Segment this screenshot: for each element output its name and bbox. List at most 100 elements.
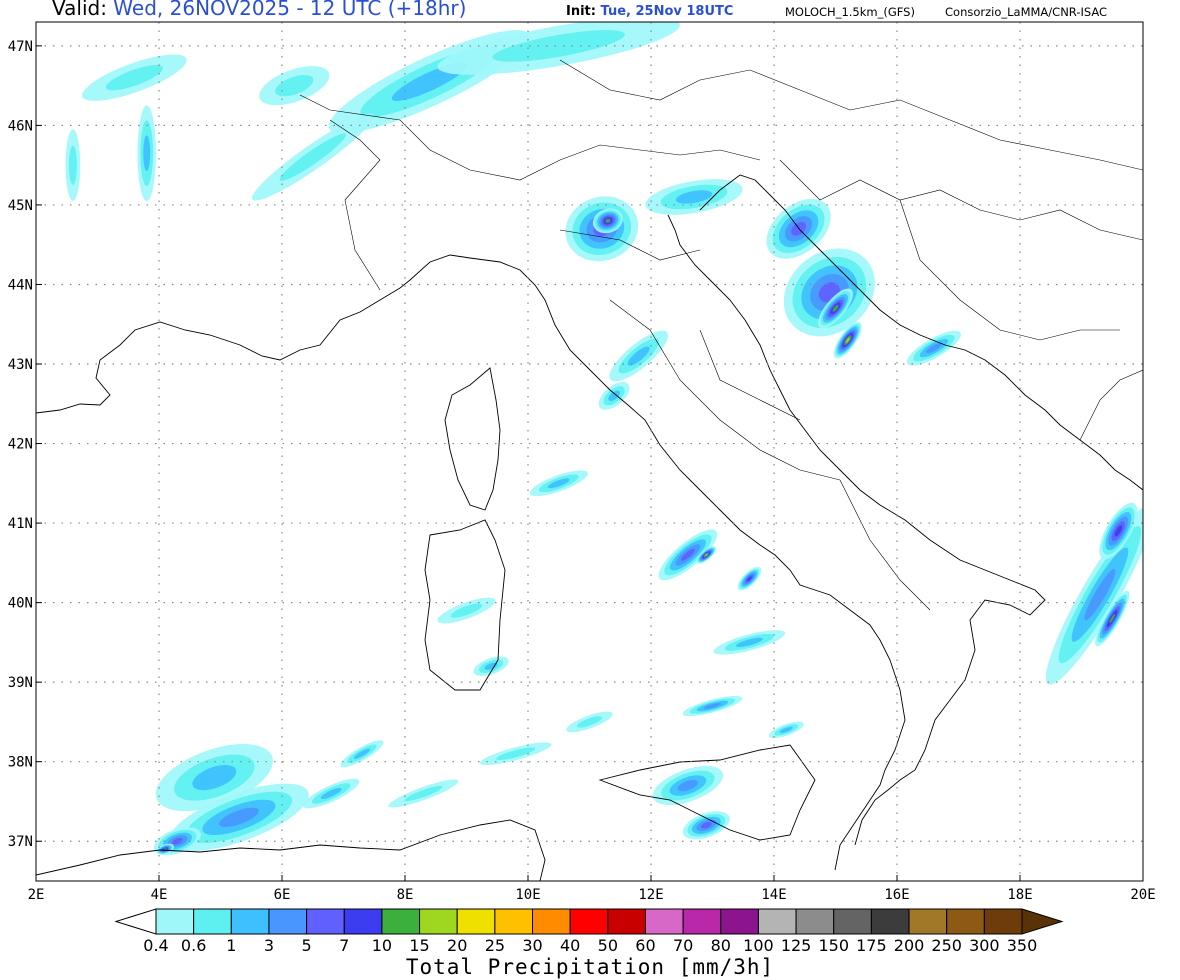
precip-cell-9-level-2 [675,190,713,204]
credit-text: Consorzio_LaMMA/CNR-ISAC [945,5,1108,19]
precip-cell-12-level-6 [832,305,839,312]
precip-cell-31-level-6 [163,848,167,851]
colorbar-label-20: 20 [447,936,467,955]
precip-cell-0-level-1 [105,65,163,91]
precip-cell-36-level-3 [677,779,698,792]
coast-corsica [444,367,501,511]
precip-cell-33-level-2 [353,748,371,759]
map-area [36,22,1143,881]
colorbar-label-70: 70 [673,936,693,955]
precip-cell-3-level-1 [492,30,625,62]
colorbar-label-1: 1 [226,936,236,955]
colorbar-label-15: 15 [409,936,429,955]
tick-label-18E: 18E [1007,887,1032,903]
colorbar-over-arrow [1021,908,1064,935]
tick-label-42N: 42N [8,437,33,453]
init-label: Init: [566,4,596,19]
precip-cell-5-level-1 [68,145,77,185]
colorbar-swatch-8 [456,908,496,935]
precip-cell-2-level-1 [275,74,314,97]
precip-cell-17-level-2 [547,478,570,489]
colorbar-label-50: 50 [598,936,618,955]
colorbar-swatch-13 [644,908,684,935]
colorbar-swatch-19 [870,908,910,935]
grid-lines [36,22,1143,881]
precip-cell-35-level-1 [496,747,536,760]
precip-cell-13-level-7 [845,337,850,343]
precip-cell-23-level-5 [1114,525,1123,537]
colorbar-label-350: 350 [1007,936,1038,955]
tick-label-41N: 41N [8,516,33,532]
title-bar: Valid: Wed, 26NOV2025 - 12 UTC (+18hr) I… [0,0,1180,22]
longitude-ticks: 2E 4E 6E 8E 10E 12E 14E 16E 18E 20E [28,875,1156,903]
colorbar-swatch-15 [720,908,759,935]
colorbar-swatch-12 [607,908,646,935]
colorbar: 0.4 0.6 1 3 5 7 10 15 20 25 30 40 50 60 70 80 100 125 150 1… [114,908,1064,955]
precip-cell-25-level-2 [484,662,498,670]
colorbar-swatch-3 [268,908,308,935]
colorbar-label-3: 3 [264,936,274,955]
precip-cell-4-level-2 [143,135,151,172]
colorbar-label-0.4: 0.4 [143,936,168,955]
coast-sicily [598,744,816,841]
colorbar-label-5: 5 [302,936,312,955]
colorbar-swatch-7 [419,908,458,935]
colorbar-label-0.6: 0.6 [181,936,206,955]
latitude-ticks: 37N 38N 39N 40N 41N 42N 43N 44N 45N 46N 47N [8,39,42,850]
tick-label-37N: 37N [8,834,33,850]
precip-cell-28-level-2 [192,765,237,791]
tick-label-39N: 39N [8,675,33,691]
tick-label-40N: 40N [8,596,33,612]
precip-cell-6-level-1 [279,133,346,181]
colorbar-label-30: 30 [522,936,542,955]
colorbar-swatch-22 [983,908,1023,935]
precipitation-layer [65,22,1143,856]
tick-label-2E: 2E [28,887,45,903]
colorbar-swatch-4 [306,908,345,935]
colorbar-label-7: 7 [339,936,349,955]
colorbar-under-arrow [114,908,157,935]
precip-cell-18-level-4 [681,549,695,561]
colorbar-swatch-9 [494,908,534,935]
colorbar-label-40: 40 [560,936,580,955]
borders-layer [299,59,1143,611]
colorbar-title: Total Precipitation [mm/3h] [406,955,774,979]
precip-cell-32-level-2 [320,787,342,800]
tick-label-6E: 6E [274,887,291,903]
colorbar-swatch-14 [682,908,722,935]
precip-cell-30-level-4 [172,837,183,845]
valid-date: Wed, 26NOV2025 - 12 UTC (+18hr) [113,0,467,20]
colorbar-label-300: 300 [969,936,1000,955]
precip-cell-20-level-5 [747,576,752,582]
precip-cell-22-level-6 [1109,613,1116,624]
tick-label-46N: 46N [8,118,33,134]
tick-label-14E: 14E [761,887,786,903]
colorbar-label-250: 250 [931,936,962,955]
colorbar-label-100: 100 [743,936,774,955]
colorbar-label-80: 80 [711,936,731,955]
colorbar-swatch-1 [193,908,232,935]
colorbar-swatch-0 [155,908,195,935]
colorbar-swatch-5 [343,908,383,935]
init-time: Init: Tue, 25Nov 18UTC [566,4,733,19]
tick-label-8E: 8E [397,887,414,903]
colorbar-label-60: 60 [635,936,655,955]
model-name: MOLOCH_1.5km_(GFS) [785,5,915,19]
tick-label-38N: 38N [8,755,33,771]
tick-label-47N: 47N [8,39,33,55]
colorbar-label-25: 25 [485,936,505,955]
colorbar-swatch-17 [795,908,835,935]
precip-cell-14-level-3 [926,343,942,354]
precip-cell-15-level-2 [627,346,650,366]
colorbar-swatch-11 [569,908,609,935]
colorbar-label-150: 150 [818,936,849,955]
init-date: Tue, 25Nov 18UTC [600,4,734,19]
colorbar-label-125: 125 [781,936,812,955]
precip-cell-37-level-4 [700,822,712,829]
coast-france-italy [36,254,906,871]
precip-cell-34-level-1 [404,785,443,802]
precip-cell-27-level-3 [704,703,721,709]
precip-cell-21-level-3 [1084,568,1116,621]
precip-cell-29-level-3 [218,807,259,828]
